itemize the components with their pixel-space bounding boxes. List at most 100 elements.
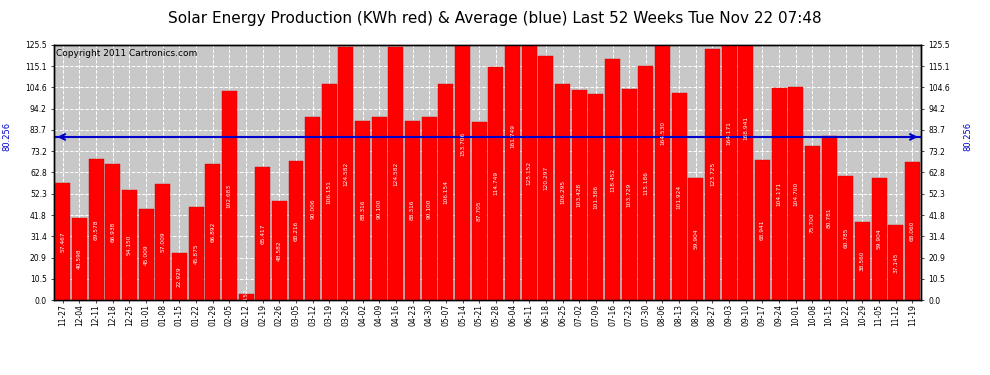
Text: 66.892: 66.892 bbox=[210, 222, 215, 242]
Text: Copyright 2011 Cartronics.com: Copyright 2011 Cartronics.com bbox=[56, 49, 197, 58]
Text: 88.316: 88.316 bbox=[410, 200, 415, 220]
Bar bbox=[388, 47, 404, 300]
Bar bbox=[905, 162, 920, 300]
Bar bbox=[88, 159, 104, 300]
Text: 123.725: 123.725 bbox=[710, 162, 715, 186]
Bar bbox=[705, 49, 720, 300]
Bar bbox=[439, 84, 453, 300]
Text: 3.152: 3.152 bbox=[244, 288, 248, 305]
Bar bbox=[122, 190, 137, 300]
Text: 120.297: 120.297 bbox=[544, 166, 548, 190]
Bar bbox=[305, 117, 320, 300]
Text: 161.749: 161.749 bbox=[510, 124, 515, 148]
Text: 38.560: 38.560 bbox=[860, 251, 865, 271]
Bar bbox=[488, 67, 503, 300]
Bar bbox=[622, 89, 637, 300]
Text: 125.152: 125.152 bbox=[527, 161, 532, 185]
Text: 104.171: 104.171 bbox=[776, 182, 781, 206]
Bar bbox=[472, 122, 487, 300]
Text: 102.683: 102.683 bbox=[227, 184, 232, 208]
Bar bbox=[839, 177, 853, 300]
Text: 115.186: 115.186 bbox=[644, 171, 648, 195]
Bar bbox=[639, 66, 653, 300]
Text: 118.452: 118.452 bbox=[610, 168, 615, 192]
Bar bbox=[822, 136, 837, 300]
Bar bbox=[871, 178, 887, 300]
Text: 104.700: 104.700 bbox=[793, 182, 798, 206]
Bar bbox=[288, 161, 304, 300]
Bar bbox=[172, 254, 187, 300]
Text: 60.785: 60.785 bbox=[843, 228, 848, 249]
Bar bbox=[255, 167, 270, 300]
Bar bbox=[72, 217, 87, 300]
Text: 164.171: 164.171 bbox=[727, 121, 732, 145]
Text: 90.100: 90.100 bbox=[427, 198, 432, 219]
Bar bbox=[588, 94, 603, 300]
Bar bbox=[422, 117, 437, 300]
Text: 88.316: 88.316 bbox=[360, 200, 365, 220]
Text: 45.875: 45.875 bbox=[194, 243, 199, 264]
Text: 68.941: 68.941 bbox=[760, 220, 765, 240]
Bar bbox=[605, 59, 620, 300]
Text: 101.924: 101.924 bbox=[676, 184, 682, 209]
Text: 37.145: 37.145 bbox=[893, 252, 898, 273]
Bar bbox=[155, 184, 170, 300]
Text: 114.749: 114.749 bbox=[493, 171, 498, 195]
Text: 153.706: 153.706 bbox=[460, 132, 465, 156]
Bar bbox=[239, 294, 253, 300]
Bar bbox=[571, 90, 587, 300]
Bar bbox=[405, 120, 420, 300]
Text: 22.929: 22.929 bbox=[177, 266, 182, 287]
Bar bbox=[105, 164, 120, 300]
Text: 48.582: 48.582 bbox=[277, 240, 282, 261]
Bar bbox=[755, 160, 770, 300]
Text: 40.598: 40.598 bbox=[77, 249, 82, 269]
Bar bbox=[555, 84, 570, 300]
Bar bbox=[788, 87, 803, 300]
Bar bbox=[855, 222, 870, 300]
Bar bbox=[188, 207, 204, 300]
Text: 68.216: 68.216 bbox=[293, 220, 299, 241]
Bar bbox=[455, 0, 470, 300]
Text: 45.009: 45.009 bbox=[144, 244, 148, 265]
Text: 54.150: 54.150 bbox=[127, 235, 132, 255]
Bar bbox=[805, 146, 820, 300]
Bar bbox=[888, 225, 903, 300]
Text: 80.781: 80.781 bbox=[827, 208, 832, 228]
Bar bbox=[505, 0, 520, 300]
Bar bbox=[739, 0, 753, 300]
Text: 65.417: 65.417 bbox=[260, 224, 265, 244]
Bar bbox=[688, 178, 703, 300]
Text: 57.467: 57.467 bbox=[60, 231, 65, 252]
Bar bbox=[539, 56, 553, 300]
Bar bbox=[272, 201, 287, 300]
Bar bbox=[339, 47, 353, 300]
Bar bbox=[139, 209, 153, 300]
Text: 69.578: 69.578 bbox=[94, 219, 99, 240]
Text: 124.582: 124.582 bbox=[393, 161, 398, 186]
Text: 101.386: 101.386 bbox=[593, 185, 598, 209]
Bar bbox=[372, 117, 387, 300]
Text: 59.904: 59.904 bbox=[693, 229, 698, 249]
Text: 57.009: 57.009 bbox=[160, 232, 165, 252]
Text: 106.154: 106.154 bbox=[444, 180, 448, 204]
Text: 75.700: 75.700 bbox=[810, 213, 815, 233]
Bar bbox=[722, 0, 737, 300]
Bar bbox=[771, 88, 787, 300]
Text: 80.256: 80.256 bbox=[964, 122, 973, 152]
Text: 124.582: 124.582 bbox=[344, 161, 348, 186]
Bar bbox=[55, 183, 70, 300]
Bar bbox=[671, 93, 687, 300]
Text: 106.295: 106.295 bbox=[560, 180, 565, 204]
Bar bbox=[222, 92, 237, 300]
Text: 103.428: 103.428 bbox=[577, 183, 582, 207]
Text: Solar Energy Production (KWh red) & Average (blue) Last 52 Weeks Tue Nov 22 07:4: Solar Energy Production (KWh red) & Aver… bbox=[168, 11, 822, 26]
Text: 103.729: 103.729 bbox=[627, 183, 632, 207]
Text: 80.256: 80.256 bbox=[2, 122, 11, 152]
Bar bbox=[655, 0, 670, 300]
Text: 87.705: 87.705 bbox=[477, 201, 482, 221]
Bar bbox=[322, 84, 337, 300]
Bar bbox=[355, 120, 370, 300]
Text: 106.151: 106.151 bbox=[327, 180, 332, 204]
Text: 164.530: 164.530 bbox=[660, 121, 665, 145]
